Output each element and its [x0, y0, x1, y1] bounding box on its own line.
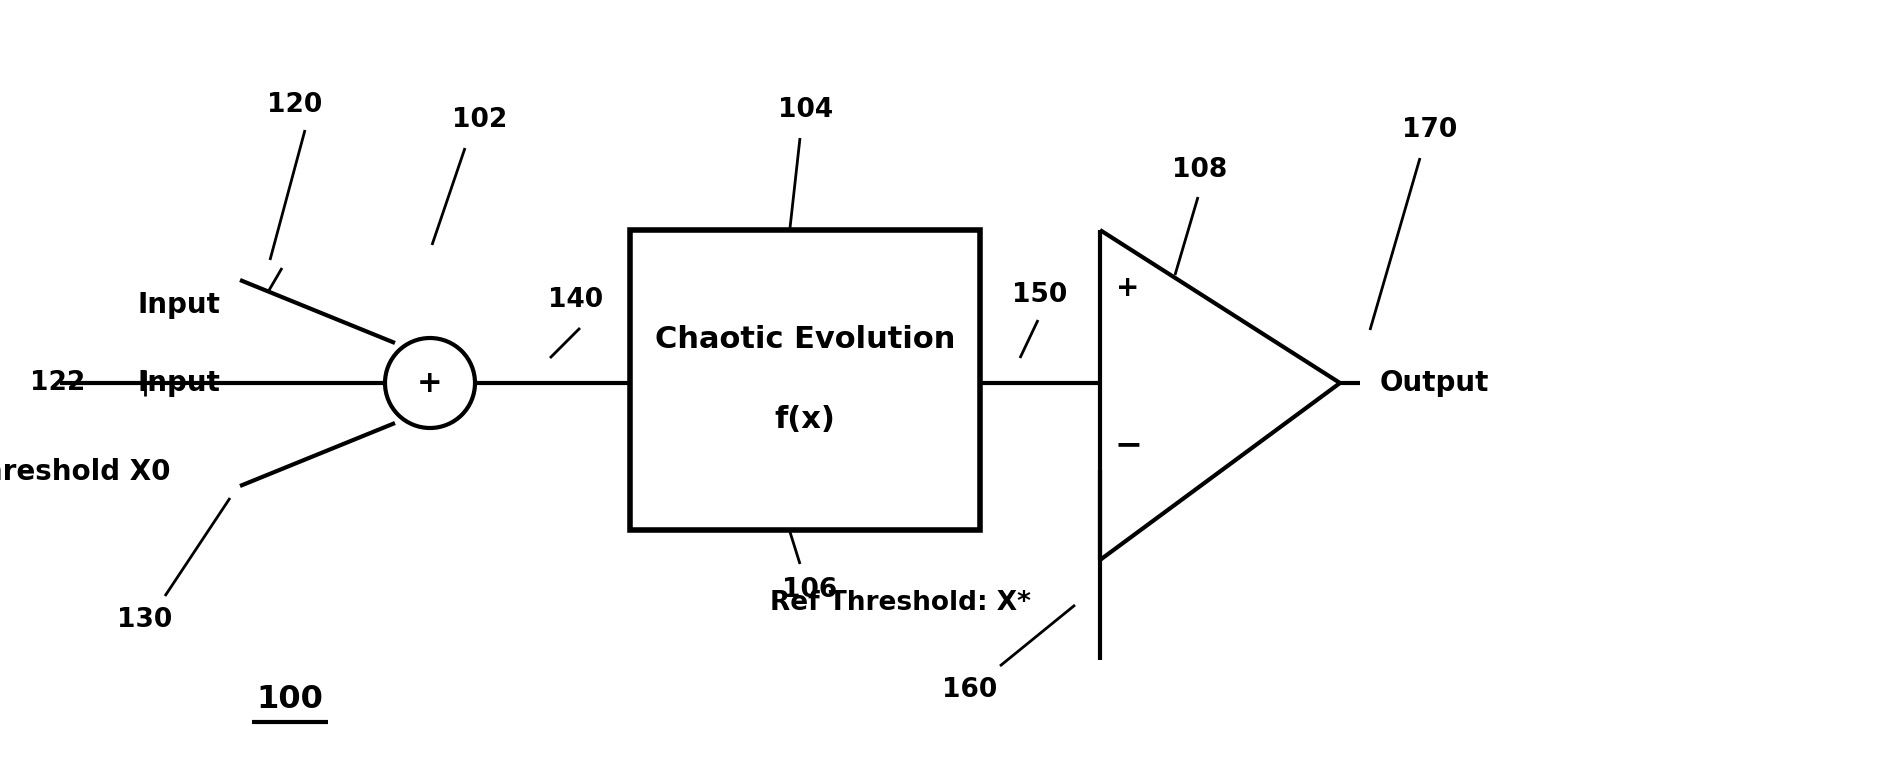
Text: 120: 120 [268, 92, 323, 118]
Text: Output: Output [1381, 369, 1489, 397]
Text: 104: 104 [778, 97, 833, 123]
Text: +: + [1116, 274, 1139, 302]
Text: Input: Input [138, 291, 219, 319]
Text: +: + [417, 368, 442, 398]
Text: Chaotic Evolution: Chaotic Evolution [655, 326, 956, 355]
Text: 160: 160 [943, 677, 997, 703]
Text: −: − [1115, 428, 1143, 461]
Text: 140: 140 [548, 287, 604, 313]
Text: Ref Threshold: X*: Ref Threshold: X* [769, 590, 1030, 616]
Text: 150: 150 [1013, 282, 1067, 308]
Text: 100: 100 [257, 685, 323, 715]
Text: 108: 108 [1173, 157, 1228, 183]
Text: Input: Input [138, 369, 219, 397]
Text: Threshold X0: Threshold X0 [0, 458, 170, 486]
Text: 102: 102 [451, 107, 508, 133]
Text: 130: 130 [117, 607, 172, 633]
Text: 106: 106 [782, 577, 837, 603]
Text: 122: 122 [30, 370, 85, 396]
Text: 170: 170 [1402, 117, 1458, 143]
Bar [631, 230, 980, 530]
Text: f(x): f(x) [774, 405, 835, 434]
